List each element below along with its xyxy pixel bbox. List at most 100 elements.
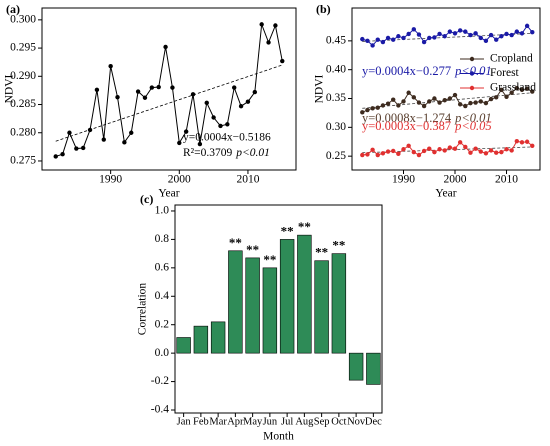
annotation: R²=0.3709 p<0.01 <box>183 147 270 159</box>
data-point <box>406 90 411 95</box>
equation: y=0.0004x−0.277 <box>362 64 451 78</box>
data-point <box>238 104 244 109</box>
data-point <box>280 58 285 64</box>
panel-title: (b) <box>316 2 331 16</box>
data-point <box>163 44 168 50</box>
x-tick-label: 1990 <box>99 174 122 186</box>
data-point <box>494 95 499 100</box>
data-point <box>452 31 458 36</box>
annotation: y=0.0004x−0.5186 <box>183 132 271 144</box>
data-point <box>401 99 406 104</box>
data-point <box>421 39 427 45</box>
data-point <box>411 95 417 100</box>
data-point <box>170 85 175 90</box>
data-point <box>483 100 489 106</box>
data-point <box>524 23 530 29</box>
data-point <box>391 97 396 102</box>
bar <box>331 253 347 354</box>
y-tick-label: 0.285 <box>10 98 36 110</box>
data-point <box>266 40 271 45</box>
equation: y=0.0003x−0.387 <box>362 119 451 133</box>
p-value: p<0.05 <box>454 119 492 133</box>
y-tick-label: 0.40 <box>326 63 346 75</box>
data-point <box>524 139 530 144</box>
y-tick-label: -0.4 <box>151 404 169 416</box>
significance: ** <box>298 219 311 234</box>
data-point <box>149 85 155 90</box>
y-tick-label: 0.30 <box>326 121 346 133</box>
bar <box>348 352 364 381</box>
annotation: R²=0.3709 <box>183 147 232 159</box>
data-point <box>370 106 375 111</box>
y-tick-label: 0.6 <box>155 261 170 273</box>
x-tick-label: Mar <box>209 416 227 427</box>
data-point <box>391 148 396 154</box>
annotation: p<0.01 <box>235 147 270 159</box>
data-point <box>524 86 530 91</box>
data-point <box>370 43 375 48</box>
data-point <box>406 143 411 148</box>
data-point <box>245 99 251 104</box>
data-point <box>427 99 432 104</box>
data-point <box>488 96 494 102</box>
data-point <box>519 87 525 93</box>
series-line <box>362 87 533 113</box>
data-point <box>375 105 380 110</box>
bar <box>279 239 295 354</box>
bar <box>262 267 278 354</box>
data-point <box>94 87 100 93</box>
plot-frame <box>41 7 297 171</box>
data-point <box>447 145 453 150</box>
data-point <box>252 89 258 95</box>
y-tick-label: 1.0 <box>155 205 170 217</box>
data-point <box>499 87 504 93</box>
data-point <box>396 103 401 108</box>
x-tick-label: 2000 <box>168 174 191 186</box>
data-point <box>370 147 375 153</box>
data-point <box>432 96 437 101</box>
data-point <box>442 34 447 39</box>
data-point <box>375 37 380 42</box>
data-point <box>416 32 422 37</box>
data-point <box>468 150 473 155</box>
y-axis-label: Correlation <box>137 283 149 336</box>
data-point <box>204 100 209 106</box>
data-point <box>478 149 483 154</box>
data-point <box>457 140 463 145</box>
data-point <box>494 150 499 155</box>
y-tick-label: 0.295 <box>10 42 36 54</box>
y-tick-label: 0.4 <box>155 290 170 302</box>
data-point <box>385 149 391 154</box>
x-tick-label: Oct <box>331 416 346 427</box>
data-point <box>416 100 422 105</box>
data-point <box>468 100 473 106</box>
significance: ** <box>229 235 242 250</box>
panel-title: (a) <box>6 2 20 16</box>
significance: ** <box>281 223 294 238</box>
data-point <box>488 148 494 153</box>
x-tick-label: Jul <box>281 416 293 427</box>
data-point <box>80 145 86 151</box>
data-point <box>494 37 499 42</box>
data-point <box>473 31 478 36</box>
data-point <box>473 100 478 105</box>
trend-line <box>362 92 533 109</box>
x-axis-label: Month <box>263 431 294 443</box>
data-point <box>101 137 106 142</box>
legend-marker <box>469 71 475 76</box>
data-point <box>519 31 525 36</box>
data-point <box>421 103 427 109</box>
data-point <box>509 32 514 38</box>
bar <box>314 260 329 354</box>
bar <box>176 337 191 354</box>
y-tick-label: 0.45 <box>326 35 346 47</box>
data-point <box>530 143 535 148</box>
data-point <box>360 36 365 42</box>
trend-line <box>362 146 533 154</box>
y-tick-label: 0.275 <box>10 155 36 167</box>
data-point <box>488 32 494 38</box>
data-point <box>437 100 442 105</box>
data-point <box>483 38 489 44</box>
plot-frame <box>174 204 383 414</box>
data-point <box>447 96 453 101</box>
